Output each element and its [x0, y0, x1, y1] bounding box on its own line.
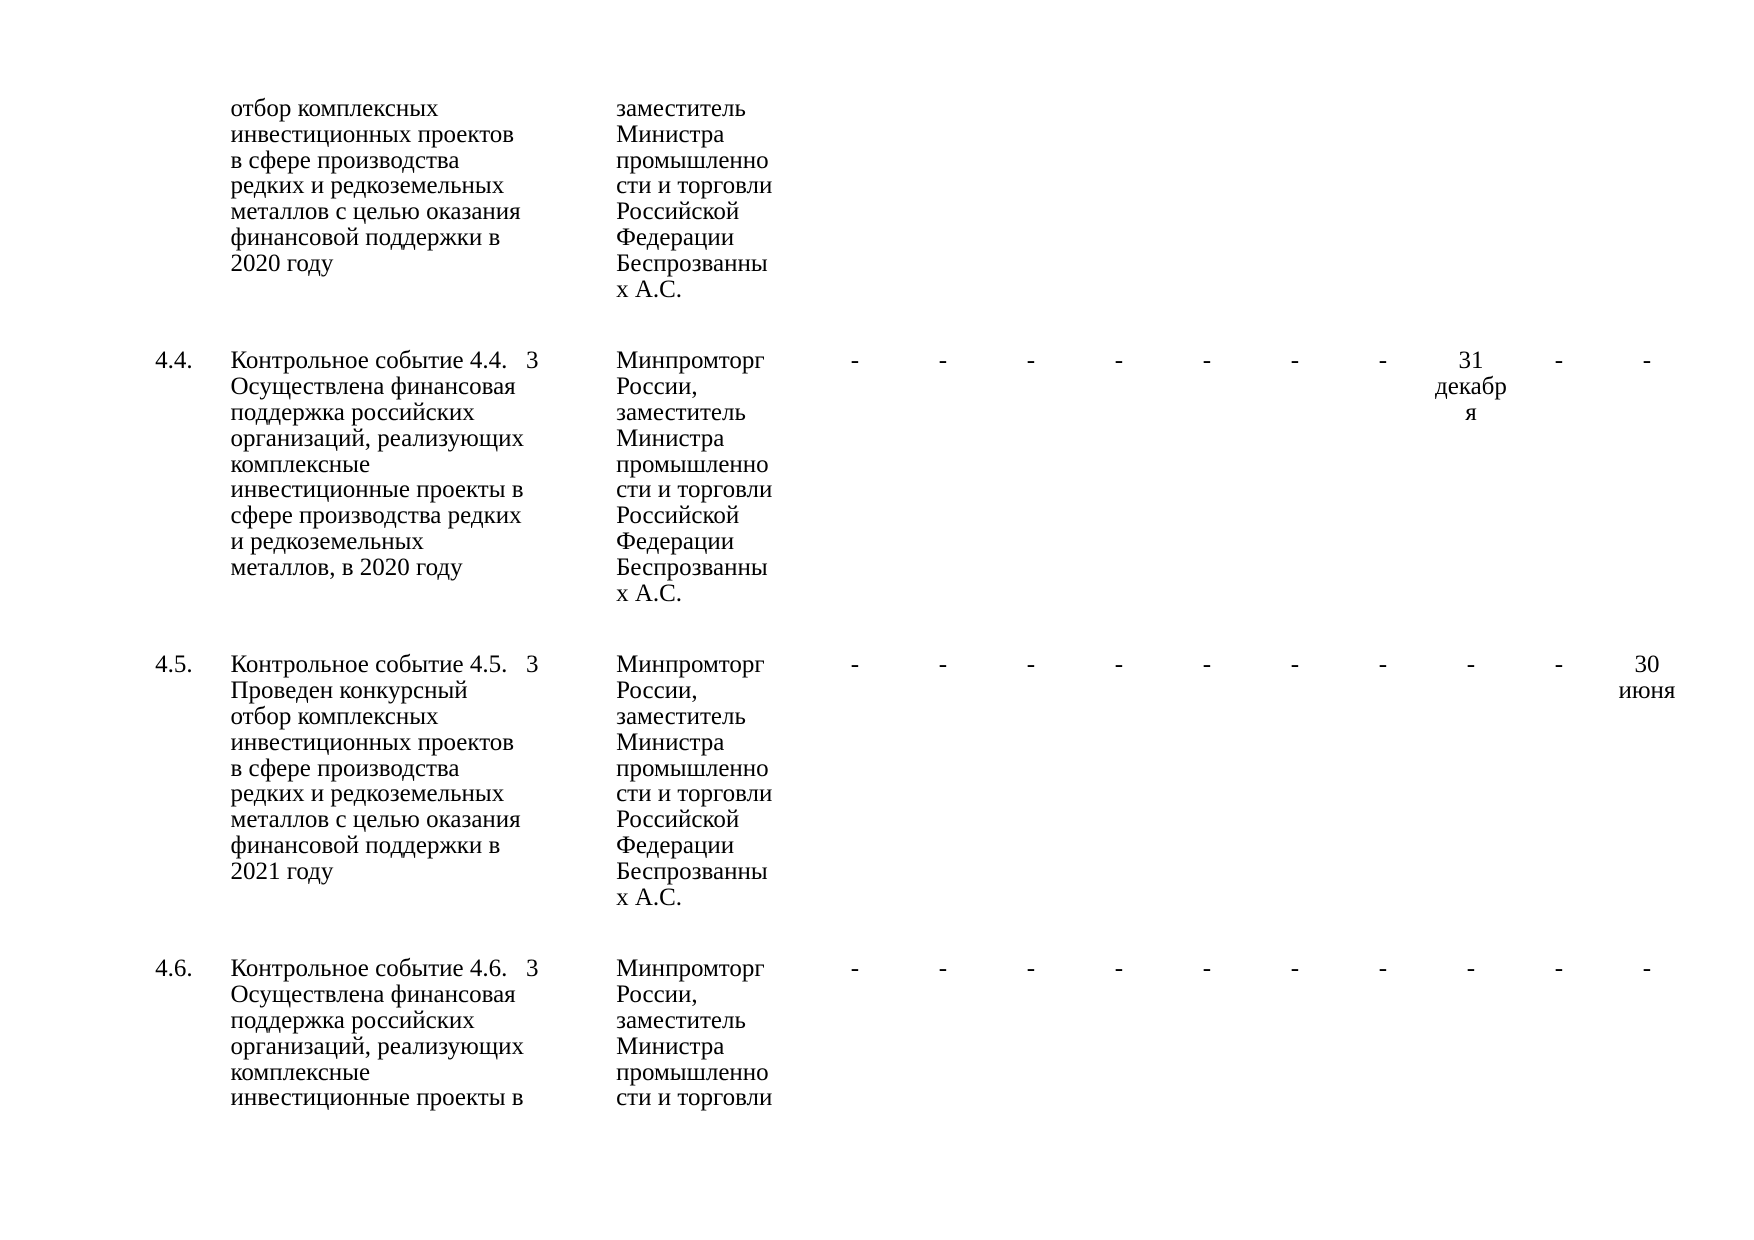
table-row: 4.4. Контрольное событие 4.4. Осуществле…	[0, 348, 1754, 606]
row-value-6: -	[1290, 347, 1300, 375]
right-margin	[1691, 956, 1754, 1111]
row-name: отбор комплексных инвестиционных проекто…	[230, 95, 521, 277]
row-value-7	[1339, 96, 1427, 302]
row-value-6: -	[1290, 651, 1300, 679]
row-value-2: -	[938, 651, 948, 679]
row-value-7: -	[1378, 955, 1388, 983]
row-value-9: -	[1554, 955, 1564, 983]
row-value-1: -	[850, 651, 860, 679]
row-value-8	[1427, 96, 1515, 302]
row-value-3: -	[1026, 347, 1036, 375]
plan-table: отбор комплексных инвестиционных проекто…	[0, 0, 1754, 1111]
row-type: 3	[525, 955, 539, 983]
row-value-6: -	[1290, 955, 1300, 983]
row-value-4	[1075, 96, 1163, 302]
row-value-9: -	[1554, 347, 1564, 375]
row-value-5: -	[1202, 955, 1212, 983]
row-value-10: 30 июня	[1618, 651, 1676, 705]
row-value-2: -	[938, 955, 948, 983]
row-value-3: -	[1026, 955, 1036, 983]
row-value-1: -	[850, 955, 860, 983]
row-value-6	[1251, 96, 1339, 302]
row-number: 4.4.	[155, 347, 193, 375]
row-value-7: -	[1378, 347, 1388, 375]
row-name: Контрольное событие 4.4. Осуществлена фи…	[230, 347, 524, 581]
left-margin	[0, 96, 155, 302]
left-margin	[0, 348, 155, 606]
row-value-1: -	[850, 347, 860, 375]
row-value-9: -	[1554, 651, 1564, 679]
row-gap-3	[0, 910, 1754, 956]
row-value-3	[987, 96, 1075, 302]
row-value-8: -	[1466, 651, 1476, 679]
row-value-1	[811, 96, 899, 302]
row-value-9	[1515, 96, 1603, 302]
row-responsible: заместитель Министра промышленно сти и т…	[616, 95, 773, 303]
row-value-7: -	[1378, 651, 1388, 679]
row-name: Контрольное событие 4.5. Проведен конкур…	[230, 651, 521, 885]
row-value-5: -	[1202, 347, 1212, 375]
row-type: 3	[525, 347, 539, 375]
left-margin	[0, 652, 155, 910]
row-gap-1	[0, 302, 1754, 348]
row-type: 3	[525, 651, 539, 679]
row-value-8: 31 декабр я	[1435, 347, 1507, 426]
row-value-4: -	[1114, 955, 1124, 983]
table-row: отбор комплексных инвестиционных проекто…	[0, 96, 1754, 302]
table-row: 4.5. Контрольное событие 4.5. Проведен к…	[0, 652, 1754, 910]
row-number	[155, 96, 230, 302]
row-type	[526, 96, 616, 302]
row-value-5: -	[1202, 651, 1212, 679]
row-value-5	[1163, 96, 1251, 302]
row-value-10: -	[1642, 347, 1652, 375]
row-value-10: -	[1642, 955, 1652, 983]
right-margin	[1691, 652, 1754, 910]
right-margin	[1691, 348, 1754, 606]
row-value-4: -	[1114, 651, 1124, 679]
page-top-offset	[0, 0, 1754, 24]
row-value-2: -	[938, 347, 948, 375]
row-value-3: -	[1026, 651, 1036, 679]
row-number: 4.6.	[155, 955, 193, 983]
row-gap-2	[0, 606, 1754, 652]
row-name: Контрольное событие 4.6. Осуществлена фи…	[230, 955, 524, 1112]
left-margin	[0, 956, 155, 1111]
row-responsible: Минпромторг России, заместитель Министра…	[616, 651, 773, 911]
row-responsible: Минпромторг России, заместитель Министра…	[616, 955, 773, 1112]
row-value-4: -	[1114, 347, 1124, 375]
right-margin	[1691, 96, 1754, 302]
row-responsible: Минпромторг России, заместитель Министра…	[616, 347, 773, 607]
page-top-offset-4	[0, 72, 1754, 96]
row-value-2	[899, 96, 987, 302]
page-top-offset-3	[0, 48, 1754, 72]
page-top-offset-2	[0, 24, 1754, 48]
row-value-8: -	[1466, 955, 1476, 983]
row-value-10	[1603, 96, 1691, 302]
table-row: 4.6. Контрольное событие 4.6. Осуществле…	[0, 956, 1754, 1111]
row-number: 4.5.	[155, 651, 193, 679]
